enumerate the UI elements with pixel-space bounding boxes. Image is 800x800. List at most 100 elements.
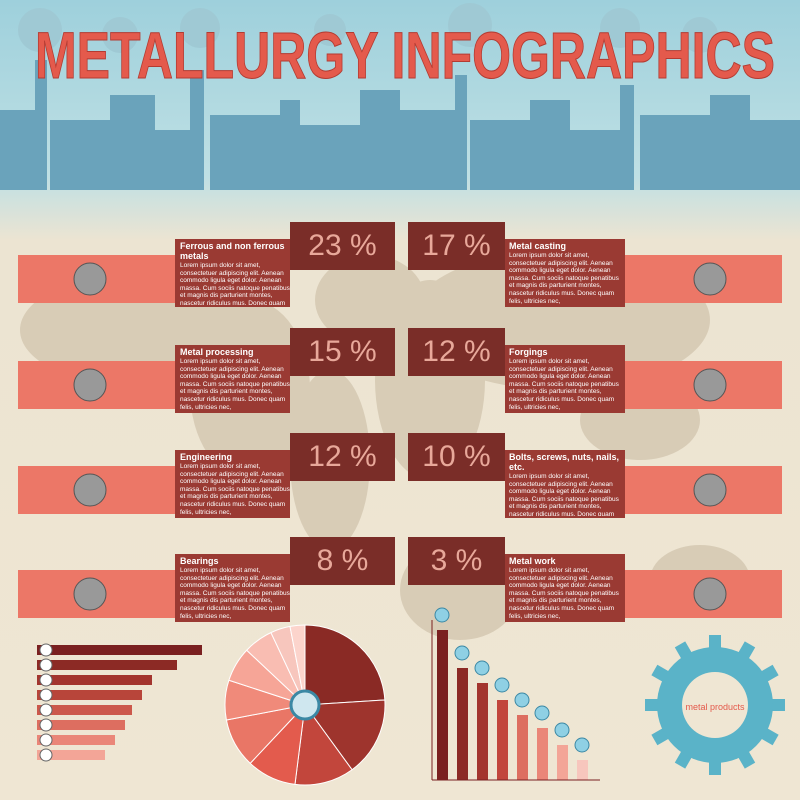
bar [477, 683, 488, 780]
marker [474, 660, 490, 676]
label-box [505, 239, 625, 307]
smoke [600, 8, 640, 48]
smoke [180, 8, 220, 48]
percent-box [408, 537, 505, 585]
percent: 23 % [308, 229, 377, 262]
icon [73, 577, 107, 611]
building [110, 95, 155, 190]
bar [37, 660, 177, 670]
item-title: Bearings [180, 556, 219, 566]
bar [457, 668, 468, 780]
item-title: Metal processing [180, 347, 254, 357]
label-box [175, 239, 290, 307]
bar [557, 745, 568, 780]
label-box [175, 450, 290, 518]
marker [534, 705, 550, 721]
label-text: Engineering Lorem ipsum dolor sit amet, c… [180, 452, 290, 516]
item-title: Metal work [509, 556, 556, 566]
building [35, 60, 47, 190]
percent-box [290, 433, 395, 481]
pie-slice [294, 703, 353, 786]
building [400, 110, 455, 190]
smoke [682, 17, 718, 53]
marker [554, 722, 570, 738]
label-text: Metal work Lorem ipsum dolor sit amet, co… [509, 556, 623, 620]
icon [693, 577, 727, 611]
bar [577, 760, 588, 780]
bar [537, 728, 548, 780]
smoke [102, 17, 138, 53]
building [530, 100, 570, 190]
title: METALLURGY INFOGRAPHICS [35, 18, 775, 92]
bar-icon [39, 643, 53, 657]
building [210, 115, 280, 190]
bar [517, 715, 528, 780]
building [470, 120, 530, 190]
icon [73, 262, 107, 296]
percent: 10 % [422, 440, 491, 473]
percent: 12 % [308, 440, 377, 473]
item-text: Lorem ipsum dolor sit amet, consectetuer… [180, 358, 290, 411]
label-box [505, 345, 625, 413]
building [150, 130, 190, 190]
building [620, 85, 634, 190]
percent-box [408, 222, 505, 270]
smoke [448, 3, 492, 47]
label-text: Metal processing Lorem ipsum dolor sit am… [180, 347, 290, 411]
bar [437, 630, 448, 780]
label-box [175, 554, 290, 622]
item-title: Engineering [180, 452, 233, 462]
pie-center [289, 689, 321, 721]
bar-icon [39, 688, 53, 702]
percent: 8 % [316, 544, 369, 577]
bar [497, 700, 508, 780]
label-text: Ferrous and non ferrous metals Lorem ipsu… [180, 241, 290, 305]
smoke [314, 14, 346, 46]
item-text: Lorem ipsum dolor sit amet, consectetuer… [509, 567, 619, 620]
item-title: Bolts, screws, nuts, nails, etc. [509, 452, 620, 472]
pie-slice [289, 624, 306, 706]
bar-icon [39, 658, 53, 672]
bar-icon [39, 748, 53, 762]
item-title: Forgings [509, 347, 548, 357]
gear-label: metal products [685, 702, 745, 712]
label-text: Bearings Lorem ipsum dolor sit amet, cons… [180, 556, 290, 620]
percent-box [290, 222, 395, 270]
building [710, 95, 750, 190]
marker [454, 645, 470, 661]
item-text: Lorem ipsum dolor sit amet, consectetuer… [180, 567, 290, 620]
bar [37, 690, 142, 700]
bar-icon [39, 733, 53, 747]
icon [693, 368, 727, 402]
label-box [505, 554, 625, 622]
label-box [505, 450, 625, 518]
bar [37, 645, 202, 655]
percent: 3 % [430, 544, 483, 577]
bar [37, 720, 125, 730]
item-title: Ferrous and non ferrous metals [180, 241, 285, 261]
building [280, 100, 300, 190]
item-text: Lorem ipsum dolor sit amet, consectetuer… [180, 262, 290, 305]
bar [37, 750, 105, 760]
icon [693, 262, 727, 296]
label-box [175, 345, 290, 413]
pie-slice [304, 624, 386, 706]
cityscape [0, 3, 800, 190]
building [300, 125, 360, 190]
percent: 15 % [308, 335, 377, 368]
label-text: Bolts, screws, nuts, nails, etc. Lorem ip… [509, 452, 623, 516]
item-text: Lorem ipsum dolor sit amet, consectetuer… [509, 473, 619, 516]
bar [37, 735, 115, 745]
building [360, 90, 400, 190]
bar [37, 675, 152, 685]
building [455, 75, 467, 190]
percent: 12 % [422, 335, 491, 368]
bar [37, 705, 132, 715]
marker [494, 677, 510, 693]
item-text: Lorem ipsum dolor sit amet, consectetuer… [509, 252, 619, 305]
smoke [18, 8, 62, 52]
marker [514, 692, 530, 708]
bar-icon [39, 703, 53, 717]
percent-box [290, 537, 395, 585]
gear-hole [682, 672, 748, 738]
